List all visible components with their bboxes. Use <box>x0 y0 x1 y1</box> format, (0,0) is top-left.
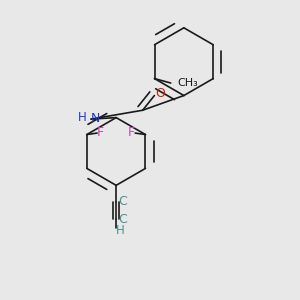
Text: N: N <box>91 112 100 125</box>
Text: C: C <box>118 195 127 208</box>
Text: H: H <box>78 110 87 124</box>
Text: CH₃: CH₃ <box>177 78 198 88</box>
Text: H: H <box>116 224 125 237</box>
Text: O: O <box>155 87 165 100</box>
Text: F: F <box>128 126 135 139</box>
Text: F: F <box>97 126 104 139</box>
Text: C: C <box>118 213 127 226</box>
